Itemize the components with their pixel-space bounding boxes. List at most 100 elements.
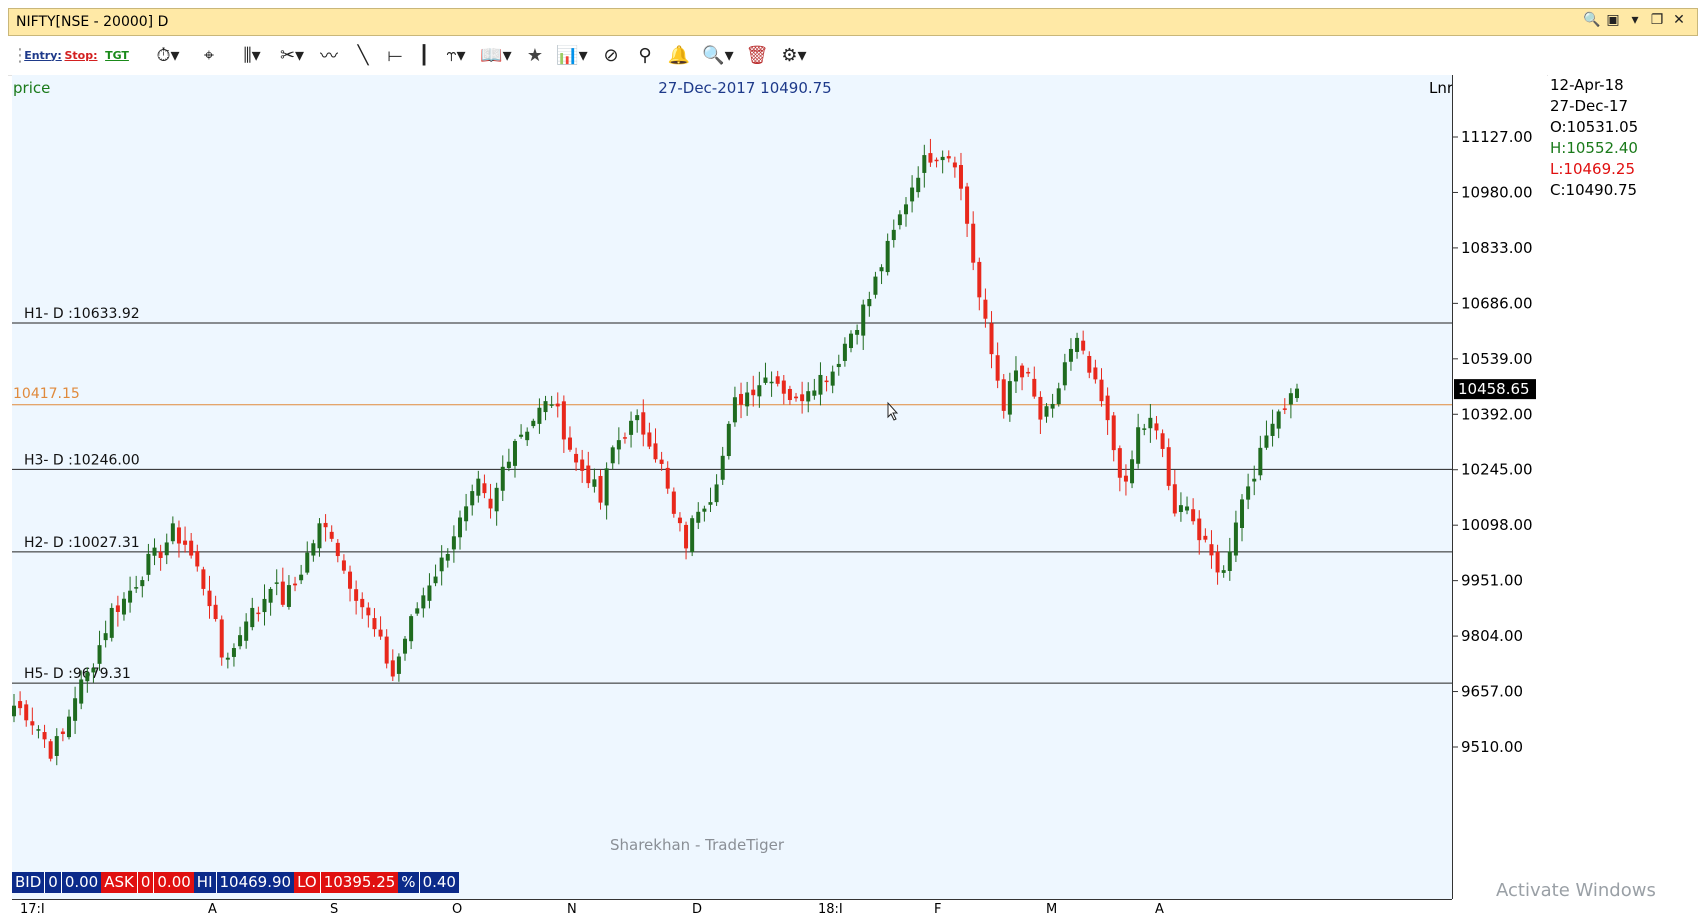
quote-bar: BID 0 0.00 ASK 0 0.00 HI 10469.90 LO 103… xyxy=(12,872,459,893)
candle-body xyxy=(635,415,640,421)
candle-body xyxy=(433,576,438,584)
x-tick-label: F xyxy=(934,902,941,913)
zoom-tool-icon[interactable]: ⚲ xyxy=(638,44,652,66)
candle-body xyxy=(891,229,896,241)
x-tick-label: A xyxy=(208,902,217,913)
ohlc-date-cursor: 27-Dec-17 xyxy=(1550,97,1629,115)
price-label: price xyxy=(13,79,50,97)
horizontal-line-icon[interactable]: ⟝ xyxy=(387,44,403,66)
price-chart[interactable]: price 27-Dec-2017 10490.75 Lnr H1- D :10… xyxy=(12,75,1452,899)
candle-body xyxy=(372,618,377,630)
fibonacci-icon[interactable]: ⥾▾ xyxy=(446,44,466,66)
candle-body xyxy=(677,517,682,524)
y-tick-label: 10686.00 xyxy=(1461,294,1533,312)
candle-body xyxy=(519,434,524,437)
x-tick-label: 17:J xyxy=(20,902,45,913)
ohlc-low: L:10469.25 xyxy=(1550,160,1635,178)
candle-body xyxy=(1288,393,1293,405)
candle-body xyxy=(751,389,756,396)
level-label: H2- D :10027.31 xyxy=(24,535,140,551)
candle-body xyxy=(1252,478,1257,482)
close-icon[interactable]: ✕ xyxy=(1673,12,1685,28)
candle-body xyxy=(885,240,890,273)
candle-body xyxy=(293,583,298,586)
y-tick-label: 10245.00 xyxy=(1461,461,1533,479)
candle-body xyxy=(225,657,230,660)
wave-line-icon[interactable]: 〰 xyxy=(320,46,338,67)
trend-line-icon[interactable]: ╲ xyxy=(357,44,369,66)
scale-mode-toggle[interactable]: Lnr xyxy=(1429,79,1452,97)
candle-body xyxy=(696,511,701,523)
candle-body xyxy=(335,542,340,557)
candle-body xyxy=(1093,367,1098,380)
candle-body xyxy=(482,483,487,494)
compare-icon[interactable]: ⊘ xyxy=(603,44,619,66)
candle-body xyxy=(1038,396,1043,420)
layout-icon[interactable]: ▣ xyxy=(1606,12,1620,28)
candle-body xyxy=(616,440,621,450)
favorite-star-icon[interactable]: ★ xyxy=(526,44,544,66)
vertical-line-icon[interactable]: ┃ xyxy=(418,44,430,66)
candle-body xyxy=(757,385,762,397)
time-axis-canvas: 17:J A S O N D 18:J F M A xyxy=(20,902,1164,913)
candle-body xyxy=(311,543,316,556)
hover-price-line: 10417.15 xyxy=(12,386,1452,406)
candle-body xyxy=(79,679,84,704)
candle-body xyxy=(787,388,792,401)
candle-body xyxy=(146,553,151,575)
candle-body xyxy=(763,377,768,383)
candle-body xyxy=(207,590,212,607)
ohlc-panel: 12-Apr-18 27-Dec-17 O:10531.05 H:10552.4… xyxy=(1548,75,1698,899)
candle-body xyxy=(280,581,285,605)
candle-body xyxy=(610,447,615,464)
time-axis[interactable]: 17:J A S O N D 18:J F M A xyxy=(12,899,1452,913)
settings-gear-icon[interactable]: ⚙▾ xyxy=(781,44,807,66)
x-tick-label: D xyxy=(692,902,702,913)
candle-body xyxy=(1020,365,1025,378)
candle-body xyxy=(769,381,774,384)
candle-body xyxy=(1203,535,1208,540)
candle-body xyxy=(879,267,884,272)
indicators-icon[interactable]: 📊▾ xyxy=(556,44,588,66)
price-axis[interactable]: 11127.00 10980.00 10833.00 10686.00 10539.00… xyxy=(1452,75,1547,899)
x-tick-label: A xyxy=(1155,902,1164,913)
y-tick-label: 10392.00 xyxy=(1461,405,1533,423)
stop-button[interactable]: Stop: xyxy=(64,48,98,62)
candle-body xyxy=(1209,544,1214,556)
price-chart-canvas[interactable]: price 27-Dec-2017 10490.75 Lnr H1- D :10… xyxy=(12,75,1452,899)
entry-button[interactable]: Entry: xyxy=(24,48,62,62)
candle-body xyxy=(421,595,426,609)
candle-body xyxy=(543,401,548,413)
candle-body xyxy=(732,397,737,423)
search-window-icon[interactable]: 🔍 xyxy=(1583,12,1601,28)
candle-body xyxy=(238,635,243,647)
target-button[interactable]: TGT xyxy=(105,48,129,62)
ohlc-open: O:10531.05 xyxy=(1550,118,1639,136)
candle-body xyxy=(213,604,218,620)
zoom-icon[interactable]: 🔍▾ xyxy=(702,44,734,66)
x-tick-label: S xyxy=(330,902,338,913)
candle-body xyxy=(262,598,267,613)
candle-body xyxy=(299,574,304,581)
crosshair-icon[interactable]: ⌖ xyxy=(203,44,215,66)
chart-type-icon[interactable]: ⫼▾ xyxy=(243,44,261,66)
hi-value: 10469.90 xyxy=(215,872,295,893)
candle-body xyxy=(592,479,597,487)
restore-icon[interactable]: ❐ xyxy=(1650,12,1664,28)
candle-body xyxy=(1295,388,1299,399)
scissors-icon[interactable]: ✂▾ xyxy=(279,44,305,66)
candle-body xyxy=(641,412,646,435)
candle-body xyxy=(464,506,469,522)
window-titlebar: NIFTY[NSE - 20000] D 🔍 ▣ ▾ ❐ ✕ xyxy=(8,8,1698,36)
dropdown-icon[interactable]: ▾ xyxy=(1631,12,1639,28)
ask-label: ASK xyxy=(101,872,137,893)
candle-body xyxy=(329,531,334,539)
candle-body xyxy=(250,607,255,628)
stopwatch-icon[interactable]: ⏱▾ xyxy=(156,44,180,66)
delete-icon[interactable]: 🗑 xyxy=(745,44,769,66)
candle-body xyxy=(1062,362,1067,386)
candle-body xyxy=(1075,337,1080,352)
candle-body xyxy=(341,560,346,571)
template-book-icon[interactable]: 📖▾ xyxy=(480,44,512,66)
alert-bell-icon[interactable]: 🔔 xyxy=(667,44,691,66)
